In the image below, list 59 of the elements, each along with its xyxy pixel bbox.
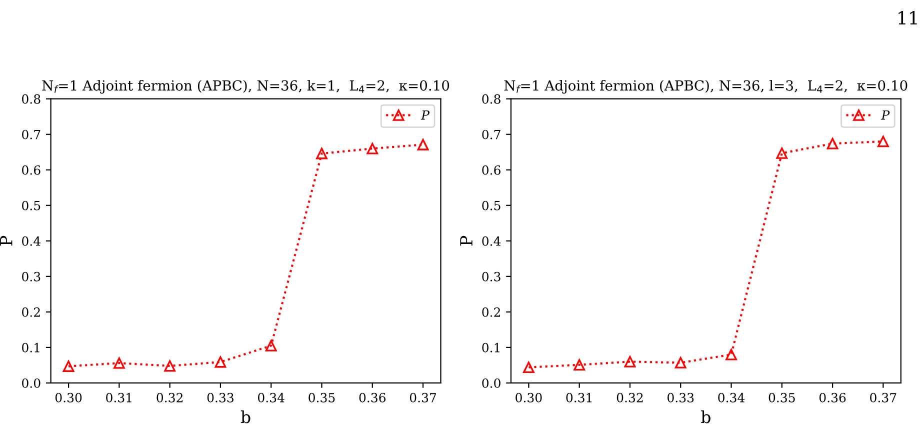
x-tick-label: 0.32	[616, 392, 643, 402]
y-tick-label: 0.4	[482, 236, 501, 246]
y-tick-label: 0.3	[482, 272, 500, 282]
x-tick-label: 0.36	[819, 392, 846, 402]
chart-title: N$_{f}$=1 Adjoint fermion (APBC), N=36, l=3, L$_{4}$=2, κ=0.10	[504, 80, 908, 94]
point	[265, 340, 277, 352]
text: 11	[898, 10, 917, 24]
x-axis-title: b	[701, 410, 710, 424]
x-tick-label: 0.33	[668, 392, 694, 402]
x-tick-label: 0.34	[258, 392, 284, 402]
x-tick-label: 0.31	[566, 392, 592, 402]
y-tick-label: 0.0	[22, 378, 40, 388]
x-tick-label: 0.33	[207, 392, 234, 402]
x-tick-label: 0.35	[768, 392, 795, 402]
x-tick-label: 0.31	[106, 392, 132, 402]
y-tick-label: 0.8	[482, 94, 500, 104]
y-tick-label: 0.7	[22, 130, 40, 140]
point	[214, 356, 226, 368]
y-tick-label: 0.1	[482, 342, 500, 352]
y-tick-label: 0.1	[22, 342, 40, 352]
y-tick-label: 0.8	[22, 94, 40, 104]
x-tick-label: 0.37	[410, 392, 436, 402]
point	[164, 360, 176, 372]
y-tick-label: 0.6	[482, 165, 500, 175]
x-tick-label: 0.34	[718, 392, 745, 402]
y-tick-label: 0.0	[482, 378, 500, 388]
point	[62, 360, 74, 372]
y-tick-label: 0.5	[482, 200, 500, 210]
point	[366, 142, 378, 154]
legend-label: P	[420, 110, 430, 120]
y-tick-label: 0.7	[482, 130, 500, 140]
legend-label: P	[881, 110, 890, 120]
y-tick-label: 0.2	[22, 307, 40, 317]
point	[726, 348, 737, 360]
point	[826, 138, 838, 150]
x-tick-label: 0.37	[870, 392, 896, 402]
y-axis-title: P	[460, 236, 472, 246]
y-tick-label: 0.5	[22, 200, 40, 210]
x-tick-label: 0.32	[156, 392, 183, 402]
x-axis-title: b	[240, 410, 250, 424]
y-tick-label: 0.6	[22, 165, 40, 175]
point	[574, 359, 586, 371]
point	[877, 136, 889, 148]
point	[624, 356, 636, 368]
y-tick-label: 0.3	[22, 272, 40, 282]
y-tick-label: 0.4	[22, 236, 40, 246]
point	[674, 357, 686, 368]
point	[417, 138, 429, 150]
point	[316, 148, 328, 160]
x-tick-label: 0.30	[516, 392, 542, 402]
y-axis-title: P	[0, 236, 12, 246]
chart-title: N$_{f}$=1 Adjoint fermion (APBC), N=36, k=1, L$_{4}$=2, κ=0.10	[42, 80, 450, 94]
x-tick-label: 0.36	[359, 392, 386, 402]
point	[523, 362, 534, 374]
x-tick-label: 0.35	[308, 392, 335, 402]
x-tick-label: 0.30	[55, 392, 82, 402]
y-tick-label: 0.2	[482, 307, 500, 317]
point	[776, 147, 788, 159]
point	[113, 357, 125, 369]
